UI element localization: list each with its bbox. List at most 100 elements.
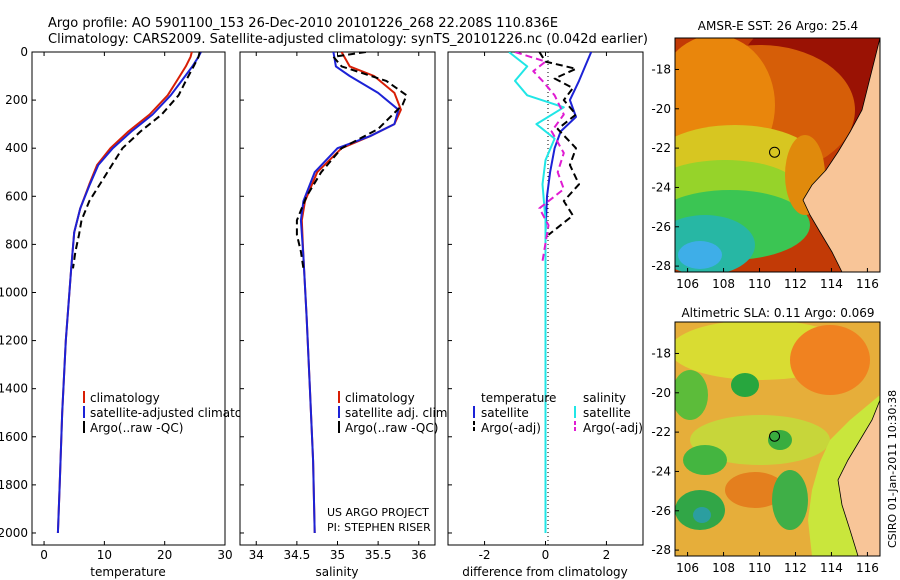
y-tick-label: 1200 [0,334,28,348]
legend-label-temp-argo: Argo(-adj) [481,421,541,435]
temperature-yticks: 0 200 400 600 800 1000 1200 1400 1600 1800 2000 [0,45,36,540]
salinity-xlabel: salinity [315,565,358,579]
legend-label-sal-satellite: satellite [583,406,631,420]
map-x-tick-label: 112 [784,561,807,575]
sla-yticks: -18 -20 -22 -24 -26 -28 [651,346,679,557]
x-tick-label: 10 [97,548,112,562]
sla-yellow-mid [690,415,830,465]
sst-cyan [678,241,722,269]
difference-legend: temperature salinity satellite Argo(-adj… [473,391,643,435]
legend-label-sal-argo: Argo(-adj) [583,421,643,435]
map-x-tick-label: 108 [712,561,735,575]
temperature-legend: climatology satellite-adjusted climatolo… [83,391,268,435]
x-tick-label: 35.5 [365,548,392,562]
series-line-satellite-adj-clim [299,52,400,534]
y-tick-label: 400 [5,141,28,155]
y-tick-label: 200 [5,93,28,107]
x-tick-label: 0 [40,548,48,562]
map-y-tick-label: -18 [651,62,671,76]
sst-yticks: -18 -20 -22 -24 -26 -28 [651,62,679,273]
y-tick-label: 600 [5,189,28,203]
legend-label-argo: Argo(..raw -QC) [345,421,438,435]
y-tick-label: 1600 [0,430,28,444]
sla-green-eddy-4 [768,430,792,450]
sla-field [675,322,880,556]
timestamp-stamp: CSIRO 01-Jan-2011 10:30:38 [886,390,899,548]
sst-argo-marker [769,146,781,158]
sla-axes [674,321,881,557]
credit-line2: PI: STEPHEN RISER [327,521,431,534]
sst-map: AMSR-E SST: 26 Argo: 25.4 106 108 110 112 11… [651,19,881,291]
map-x-tick-label: 106 [676,277,699,291]
map-x-tick-label: 110 [748,277,771,291]
legend-header-salinity: salinity [583,391,626,405]
y-tick-label: 1000 [0,285,28,299]
y-tick-label: 1400 [0,382,28,396]
temperature-panel: 0 200 400 600 800 1000 1200 1400 1600 1800 2000 0 1… [0,45,268,579]
x-tick-label: 35 [330,548,345,562]
map-y-tick-label: -18 [651,346,671,360]
header-line1: Argo profile: AO 5901100_153 26-Dec-2010… [48,16,558,31]
map-x-tick-label: 116 [856,561,879,575]
credit-line1: US ARGO PROJECT [327,506,429,519]
series-line-argo-raw-qc [72,52,201,269]
legend-label-satellite: satellite-adjusted climatology [90,406,268,420]
x-tick-label: 34 [249,548,264,562]
legend-header-temperature: temperature [481,391,556,405]
temperature-xticks: 0 10 20 30 [40,52,233,562]
salinity-series [295,52,408,534]
salinity-xticks: 34 34.5 35 35.5 36 [249,52,426,562]
map-y-tick-label: -24 [651,180,671,194]
x-tick-label: 20 [157,548,172,562]
sst-field [675,38,880,272]
series-line-argo-adj [538,52,580,236]
legend-label-temp-satellite: satellite [481,406,529,420]
sla-green-eddy-2 [675,370,708,420]
legend-label-argo: Argo(..raw -QC) [90,421,183,435]
legend-label-climatology: climatology [90,391,160,405]
series-line-satellite-adjusted-climatology [56,52,202,534]
x-tick-label: -2 [479,548,491,562]
sla-green-eddy-1 [731,373,759,397]
y-tick-label: 2000 [0,526,28,540]
sst-xticks: 106 108 110 112 114 116 [676,268,879,291]
difference-panel: -2 0 2 difference from climatology tempera… [447,51,644,579]
legend-label-climatology: climatology [345,391,415,405]
sst-axes [674,37,881,273]
salinity-panel: 34 34.5 35 35.5 36 salinity climatology sate… [239,51,451,579]
sst-map-title: AMSR-E SST: 26 Argo: 25.4 [698,19,858,33]
map-y-tick-label: -22 [651,425,671,439]
sla-map: Altimetric SLA: 0.11 Argo: 0.069 106 108 1… [651,306,881,575]
map-y-tick-label: -28 [651,259,671,273]
map-x-tick-label: 110 [748,561,771,575]
x-tick-label: 36 [411,548,426,562]
legend-label-satellite: satellite adj. clim. [345,406,451,420]
sst-land [802,38,880,272]
salinity-axes [239,51,436,546]
sla-argo-marker [769,430,781,442]
x-tick-label: 2 [603,548,611,562]
map-y-tick-label: -20 [651,386,671,400]
sla-green-south [772,470,808,530]
y-tick-label: 1800 [0,478,28,492]
map-y-tick-label: -26 [651,504,671,518]
map-x-tick-label: 116 [856,277,879,291]
sla-green-eddy-3 [683,445,727,475]
x-tick-label: 30 [217,548,232,562]
sla-xticks: 106 108 110 112 114 116 [676,552,879,575]
difference-xlabel: difference from climatology [462,565,628,579]
map-x-tick-label: 108 [712,277,735,291]
sla-orange-south [725,472,785,508]
series-line-argo-adj [514,52,565,262]
map-y-tick-label: -22 [651,141,671,155]
temperature-xlabel: temperature [90,565,165,579]
difference-series [508,52,593,533]
map-x-tick-label: 112 [784,277,807,291]
sla-orange-east [790,325,870,395]
y-tick-label: 800 [5,237,28,251]
difference-xticks: -2 0 2 [479,52,611,562]
map-x-tick-label: 114 [820,277,843,291]
sla-teal-eddy [693,507,711,523]
map-y-tick-label: -26 [651,220,671,234]
sla-map-title: Altimetric SLA: 0.11 Argo: 0.069 [681,306,874,320]
